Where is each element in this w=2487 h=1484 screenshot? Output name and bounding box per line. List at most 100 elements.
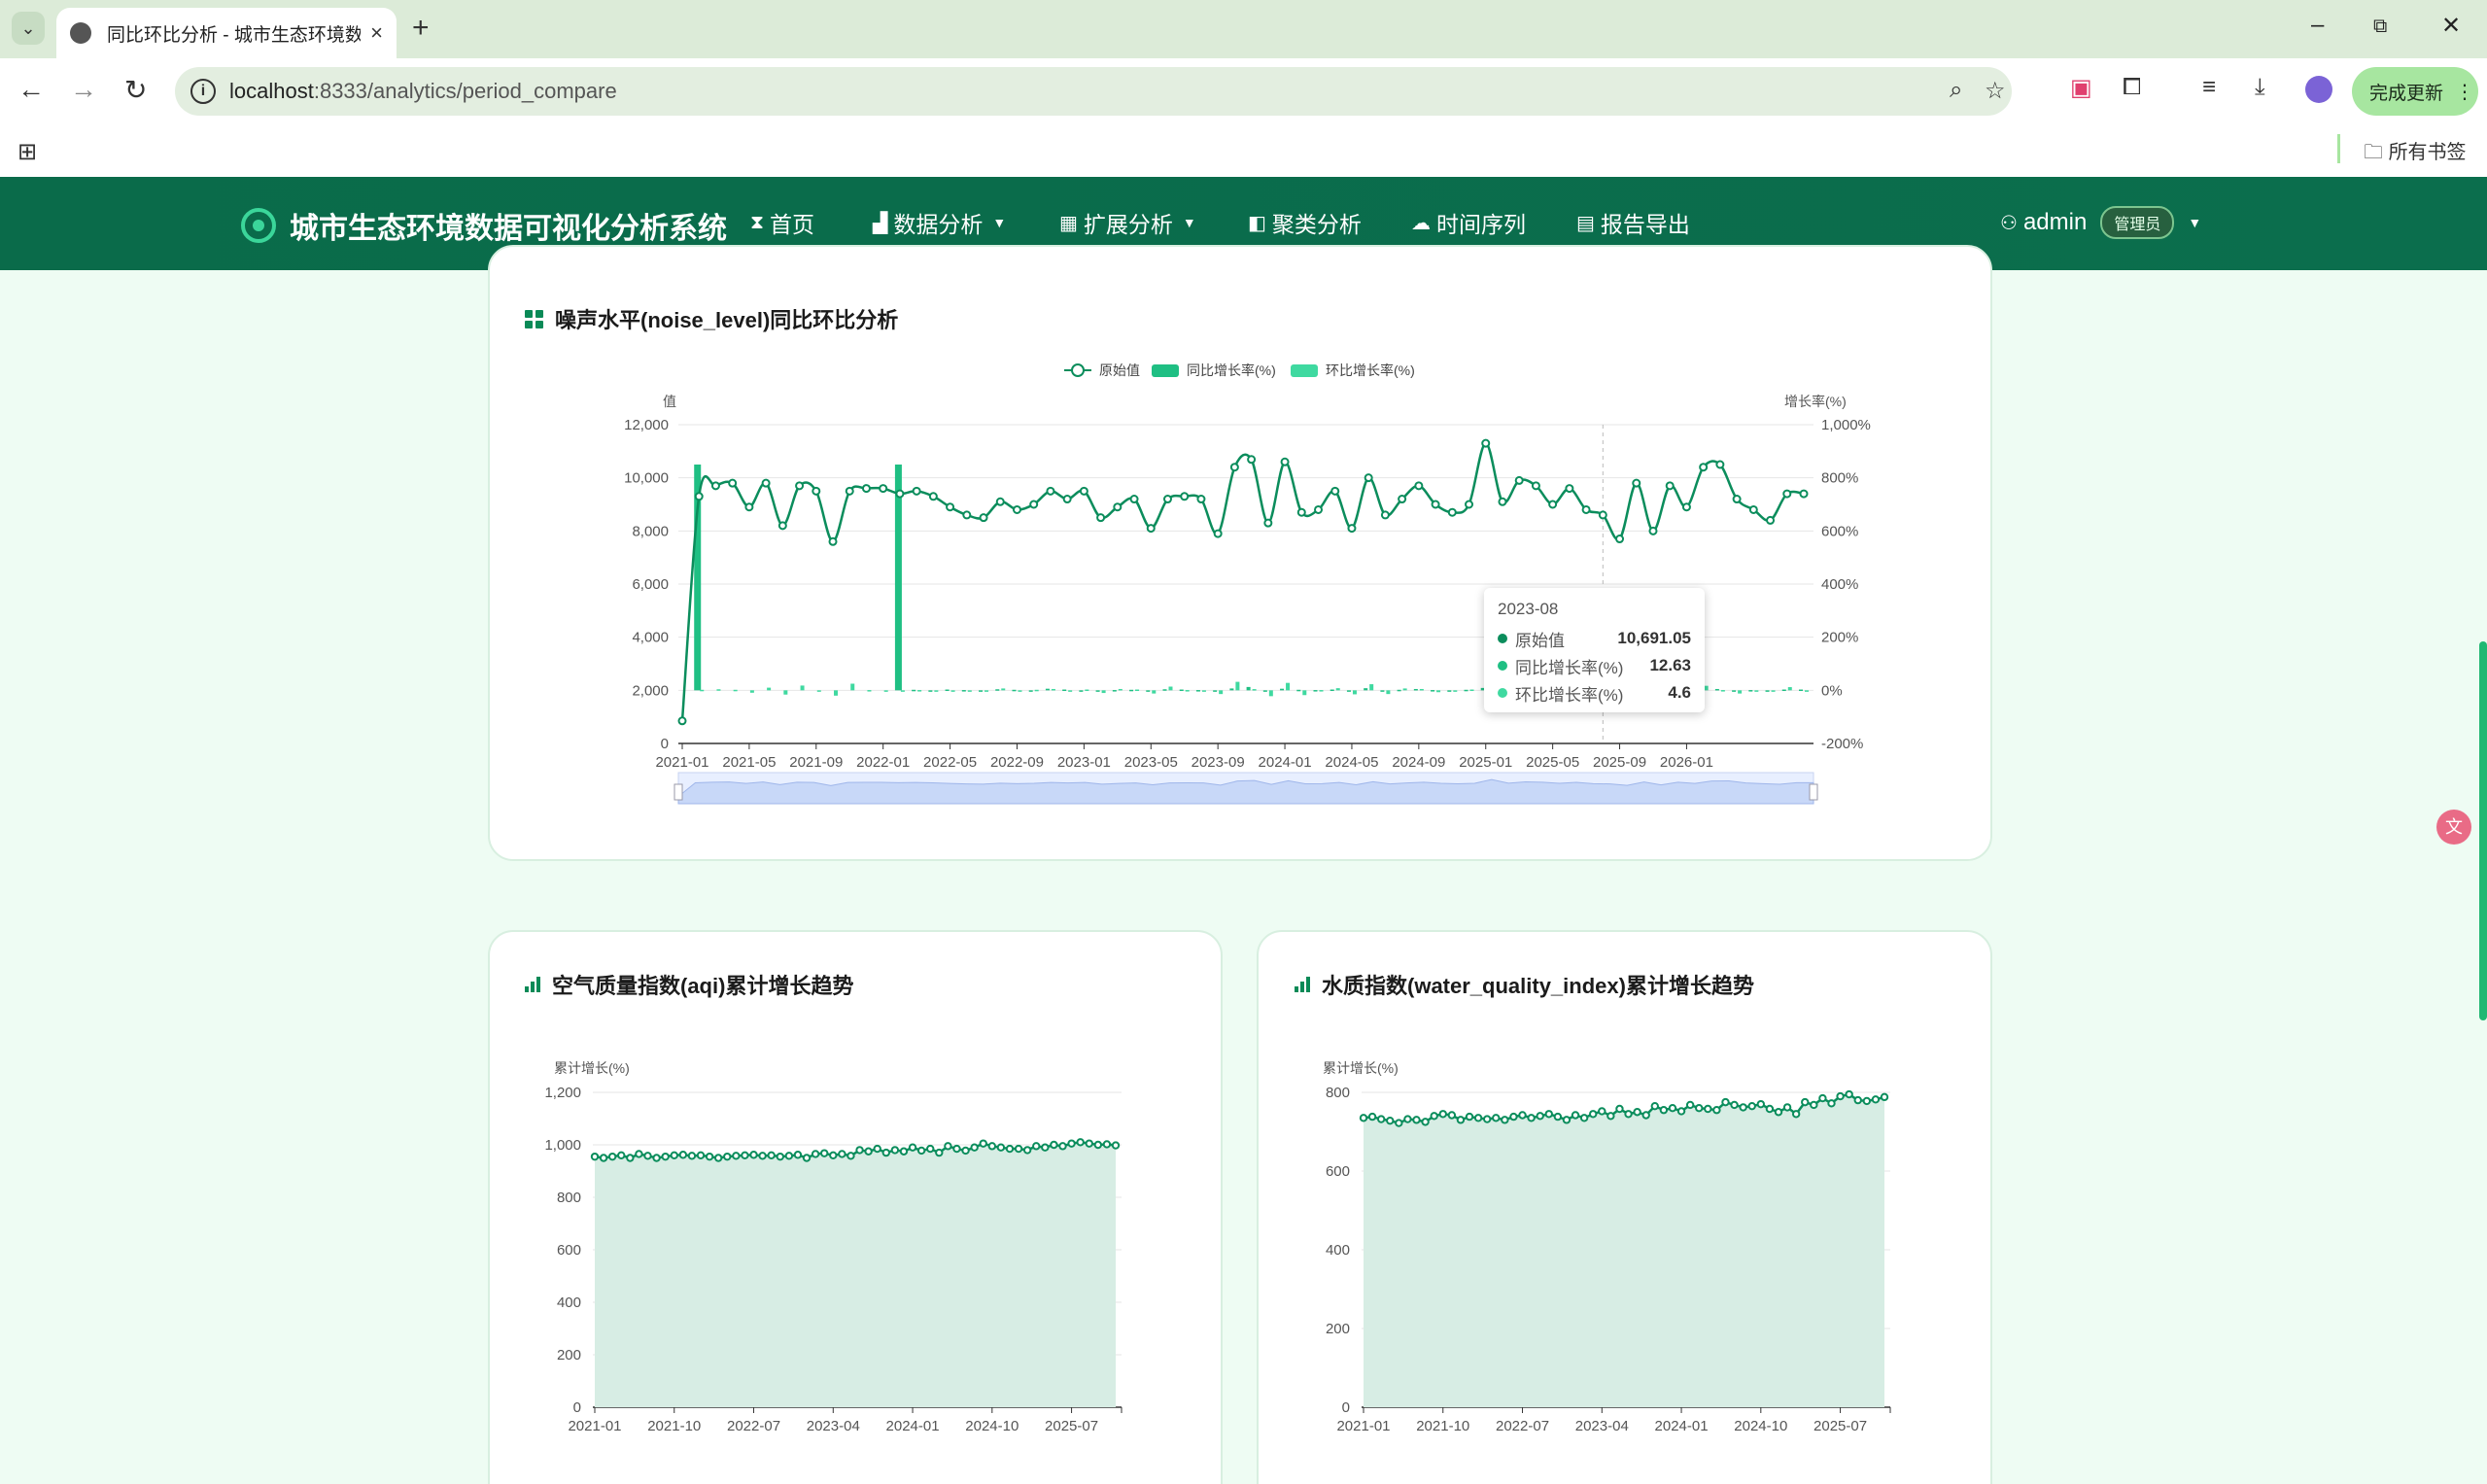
- yoy-bar: [1732, 690, 1737, 692]
- y-right-tick-label: 200%: [1821, 630, 1858, 646]
- raw-value-point: [895, 489, 905, 499]
- trend-point: [607, 1152, 617, 1161]
- yoy-bar: [1229, 688, 1234, 691]
- mom-bar: [1001, 688, 1006, 691]
- page-scrollbar[interactable]: [2479, 641, 2487, 1020]
- user-menu[interactable]: ⚇ admin 管理员 ▼: [2000, 206, 2201, 239]
- yoy-bar: [1799, 689, 1803, 692]
- trend-point: [1093, 1140, 1103, 1150]
- mom-bar: [1771, 690, 1776, 692]
- hourglass-icon: ⧗: [750, 211, 765, 233]
- reload-icon[interactable]: ↻: [124, 75, 148, 105]
- tab-search-button[interactable]: ⌄: [12, 12, 45, 45]
- trend-point: [1386, 1116, 1395, 1125]
- cloud-icon: ☁: [1411, 212, 1431, 234]
- mom-bar: [1369, 684, 1374, 691]
- raw-value-point: [1782, 489, 1792, 499]
- x-tick-label: 2025-01: [1459, 754, 1512, 771]
- trend-point: [916, 1146, 926, 1156]
- noise-chart[interactable]: 原始值 同比增长率(%) 环比增长率(%) 值 增长率(%) 0 2,000 4,000 6,0…: [488, 345, 1992, 831]
- mom-bar: [1738, 690, 1743, 694]
- mom-bar: [1386, 690, 1391, 695]
- x-tick-label: 2023-05: [1124, 754, 1178, 771]
- nav-ext-analysis[interactable]: ▦ 扩展分析 ▼: [1059, 212, 1196, 237]
- profile-avatar[interactable]: [2305, 76, 2332, 103]
- trend-point: [1527, 1114, 1536, 1122]
- aqi-chart[interactable]: 累计增长(%) 0 200 400 600 800 1,000 1,200 2021-01 202…: [488, 1030, 1223, 1484]
- trend-point: [1606, 1112, 1615, 1121]
- nav-home[interactable]: ⧗ 首页: [750, 211, 815, 238]
- raw-value-point: [1531, 481, 1540, 491]
- trend-point: [1482, 1115, 1492, 1123]
- x-tick-label: 2022-07: [727, 1418, 780, 1434]
- y-tick-label: 600: [1326, 1163, 1350, 1180]
- forward-arrow-icon[interactable]: →: [70, 74, 97, 104]
- site-info-icon[interactable]: i: [190, 79, 216, 104]
- trend-point: [846, 1152, 855, 1160]
- address-bar[interactable]: i localhost:8333/analytics/period_compar…: [175, 67, 2012, 116]
- close-window-icon[interactable]: ✕: [2441, 13, 2462, 39]
- trend-point: [1509, 1112, 1518, 1122]
- nav-cluster[interactable]: ◧ 聚类分析: [1248, 212, 1362, 237]
- zoom-icon[interactable]: ⌕: [1950, 77, 1963, 103]
- mom-bar: [1085, 689, 1089, 692]
- restore-icon[interactable]: ⧉: [2373, 16, 2388, 37]
- y-left-axis-label: 值: [663, 394, 676, 409]
- translate-extension-icon[interactable]: ▣: [2070, 75, 2092, 101]
- translate-float-button[interactable]: 文: [2436, 810, 2471, 845]
- nav-timeseries[interactable]: ☁ 时间序列: [1411, 212, 1526, 237]
- y-left-tick-label: 4,000: [632, 630, 669, 646]
- raw-value-point: [1096, 513, 1106, 523]
- x-tick-label: 2021-09: [789, 754, 843, 771]
- update-button[interactable]: 完成更新 ⋮: [2352, 67, 2478, 116]
- close-tab-icon[interactable]: ×: [370, 20, 383, 45]
- nav-report[interactable]: ▤ 报告导出: [1576, 212, 1690, 237]
- download-icon[interactable]: ⤓: [2255, 74, 2265, 100]
- media-control-icon[interactable]: ≡: [2202, 74, 2217, 100]
- legend-dot: [1498, 634, 1507, 643]
- trend-point: [1032, 1142, 1041, 1151]
- raw-value-point: [1498, 497, 1507, 506]
- mom-bar: [900, 690, 905, 692]
- trend-point: [1836, 1091, 1845, 1101]
- y-tick-label: 600: [557, 1242, 581, 1259]
- browser-tab-strip: ⌄ 同比环比分析 - 城市生态环境数 × + – ⧉ ✕: [0, 0, 2487, 58]
- yoy-bar: [1447, 690, 1452, 692]
- trend-point: [1765, 1104, 1775, 1114]
- caret-down-icon: ▼: [1182, 215, 1196, 230]
- aqi-card-title: 空气质量指数(aqi)累计增长趋势: [525, 969, 853, 1000]
- mom-bar: [1268, 690, 1273, 697]
- mom-bar: [733, 689, 738, 692]
- app-brand[interactable]: 城市生态环境数据可视化分析系统: [241, 204, 727, 247]
- raw-value-point: [710, 481, 720, 491]
- raw-value-point: [1314, 504, 1324, 514]
- raw-value-point: [1146, 524, 1156, 534]
- trend-point: [1014, 1144, 1023, 1154]
- all-bookmarks-folder[interactable]: 🗀 所有书签: [2364, 142, 2467, 163]
- yoy-bar: [1112, 690, 1117, 692]
- mom-bar: [783, 690, 788, 695]
- nav-data-analysis[interactable]: ▟ 数据分析 ▼: [873, 212, 1007, 237]
- legend-rect-marker: [1152, 364, 1179, 377]
- trend-point: [1473, 1114, 1483, 1122]
- extensions-puzzle-icon[interactable]: ⧠: [2123, 74, 2142, 100]
- trend-point: [1544, 1110, 1553, 1119]
- apps-grid-icon[interactable]: ⊞: [17, 139, 38, 165]
- minimize-icon[interactable]: –: [2311, 12, 2325, 38]
- raw-value-point: [1799, 489, 1809, 499]
- trend-point: [643, 1152, 652, 1160]
- tooltip-row-yoy: 同比增长率(%) 12.63: [1498, 652, 1691, 679]
- bar-chart-icon: [525, 977, 540, 992]
- new-tab-button[interactable]: +: [412, 12, 430, 44]
- trend-point: [820, 1149, 829, 1157]
- mom-bar: [1168, 686, 1173, 691]
- mom-bar: [917, 690, 922, 692]
- x-tick-label: 2022-05: [923, 754, 977, 771]
- raw-value-point: [979, 513, 988, 523]
- browser-tab-active[interactable]: 同比环比分析 - 城市生态环境数 ×: [56, 8, 397, 58]
- water-chart[interactable]: 累计增长(%) 0 200 400 600 800 2021-01 2021-10 2022-0…: [1257, 1030, 1992, 1484]
- trend-point: [1085, 1139, 1093, 1148]
- raw-value-point: [1699, 463, 1709, 472]
- back-arrow-icon[interactable]: ←: [17, 74, 45, 104]
- bookmark-star-icon[interactable]: ☆: [1985, 78, 2006, 104]
